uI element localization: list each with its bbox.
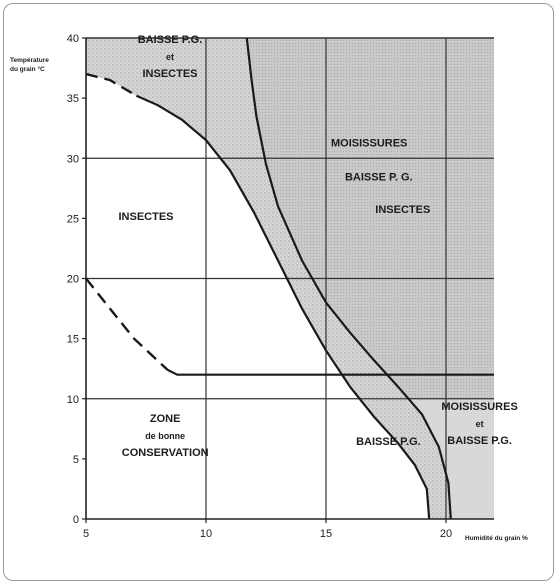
region-label: de bonne: [145, 431, 185, 441]
y-tick-label: 5: [73, 454, 79, 466]
x-tick-label: 15: [320, 528, 332, 540]
region-label: CONSERVATION: [122, 447, 209, 459]
y-tick-label: 0: [73, 514, 79, 526]
region-label: et: [166, 52, 174, 62]
insect-limit-dashed-line: [85, 72, 138, 97]
insect-limit-line: [135, 94, 431, 520]
y-axis-title: Température du grain °C: [10, 57, 49, 73]
region-label: INSECTES: [142, 68, 197, 80]
region-label: BAISSE P.G.: [356, 436, 421, 448]
region-labels: BAISSE P.G. et INSECTES MOISISSURES BAISSE P…: [118, 34, 517, 459]
y-tick-label: 20: [67, 274, 79, 286]
x-tick-label: 20: [440, 528, 452, 540]
y-tick-label: 25: [67, 213, 79, 225]
conservation-dashed-line: [85, 277, 169, 371]
region-label: BAISSE P.G.: [138, 34, 203, 46]
region-label: BAISSE P.G.: [447, 435, 512, 447]
y-tick-label: 40: [67, 33, 79, 45]
region-label: ZONE: [150, 413, 181, 425]
mould-limit-line: [245, 37, 452, 520]
region-label: INSECTES: [375, 204, 430, 216]
y-tick-label: 10: [67, 394, 79, 406]
x-tick-label: 10: [200, 528, 212, 540]
y-tick-label: 35: [67, 93, 79, 105]
x-tick-label: 5: [83, 528, 89, 540]
shade-bottom-right: [405, 398, 494, 519]
region-label: MOISISSURES: [441, 401, 517, 413]
curves: [85, 37, 494, 520]
region-label: INSECTES: [118, 211, 173, 223]
region-label: BAISSE P. G.: [345, 171, 413, 183]
region-label: MOISISSURES: [331, 138, 407, 150]
grid-lines: [86, 37, 494, 519]
y-tick-label: 15: [67, 334, 79, 346]
region-label: et: [476, 419, 484, 429]
x-axis-title: Humidité du grain %: [465, 535, 528, 542]
conservation-line: [167, 368, 494, 376]
y-tick-label: 30: [67, 153, 79, 165]
